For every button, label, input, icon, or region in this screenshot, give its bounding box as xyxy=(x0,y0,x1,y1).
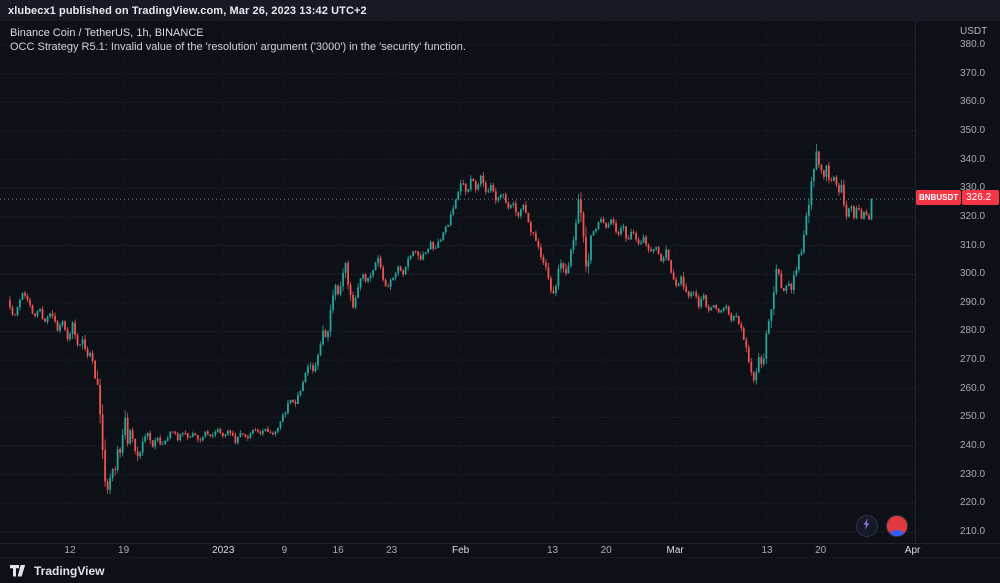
price-axis[interactable]: USDT 380.0 370.0 360.0 350.0 340.0 330.0 320.0… xyxy=(915,21,1000,543)
lightning-icon xyxy=(860,517,874,536)
boost-button[interactable] xyxy=(856,515,878,537)
tradingview-logo-link[interactable]: TradingView xyxy=(10,564,104,578)
avatar-icon xyxy=(890,530,904,536)
price-tick-label: 370.0 xyxy=(960,67,986,79)
time-tick-label: 12 xyxy=(64,545,76,556)
time-tick-label: 13 xyxy=(761,545,773,556)
price-tick-label: 360.0 xyxy=(960,96,986,108)
time-tick-label: Mar xyxy=(666,545,684,556)
price-tick-label: 240.0 xyxy=(960,440,986,452)
publisher-avatar-button[interactable] xyxy=(886,515,908,537)
price-tick-label: 300.0 xyxy=(960,268,986,280)
price-tick-label: 230.0 xyxy=(960,468,986,480)
price-tick-label: 290.0 xyxy=(960,296,986,308)
time-tick-label: 20 xyxy=(815,545,827,556)
publish-bar: xlubecx1 published on TradingView.com, M… xyxy=(0,0,1000,21)
price-tick-label: 320.0 xyxy=(960,210,986,222)
currency-label: USDT xyxy=(960,26,988,37)
time-tick-label: 16 xyxy=(332,545,344,556)
last-price-row: BNBUSDT 326.2 xyxy=(916,190,999,206)
price-tick-label: 330.0 xyxy=(960,182,986,194)
publish-bar-text: xlubecx1 published on TradingView.com, M… xyxy=(8,4,367,17)
price-tick-label: 340.0 xyxy=(960,153,986,165)
time-axis[interactable]: 12 19 2023 9 16 23 Feb 13 20 Mar 13 20 Apr xyxy=(0,543,1000,557)
time-tick-label: 2023 xyxy=(212,545,235,556)
candlestick-chart-canvas[interactable] xyxy=(0,21,915,543)
price-tick-label: 250.0 xyxy=(960,411,986,423)
time-tick-label: 9 xyxy=(281,545,288,556)
time-tick-label: Apr xyxy=(904,545,921,556)
time-tick-label: 20 xyxy=(600,545,612,556)
footer-bar: TradingView xyxy=(0,557,1000,583)
price-tick-label: 220.0 xyxy=(960,497,986,509)
price-tick-label: 350.0 xyxy=(960,124,986,136)
price-tick-label: 310.0 xyxy=(960,239,986,251)
time-tick-label: 13 xyxy=(546,545,559,556)
price-tick-label: 380.0 xyxy=(960,39,986,50)
price-tick-label: 270.0 xyxy=(960,354,986,366)
time-tick-label: 23 xyxy=(386,545,398,556)
chart-area[interactable]: Binance Coin / TetherUS, 1h, BINANCE OCC… xyxy=(0,21,1000,557)
symbol-badge: BNBUSDT xyxy=(916,190,962,206)
time-tick-label: 19 xyxy=(118,545,130,556)
price-tick-label: 280.0 xyxy=(960,325,986,337)
floating-buttons xyxy=(856,515,908,537)
last-price-badge: 326.2 xyxy=(962,190,999,206)
tradingview-logo-icon xyxy=(10,564,28,577)
price-tick-label: 210.0 xyxy=(960,525,986,537)
price-tick-label: 260.0 xyxy=(960,382,986,394)
time-tick-label: Feb xyxy=(452,545,470,556)
tradingview-brand-text: TradingView xyxy=(34,563,105,578)
